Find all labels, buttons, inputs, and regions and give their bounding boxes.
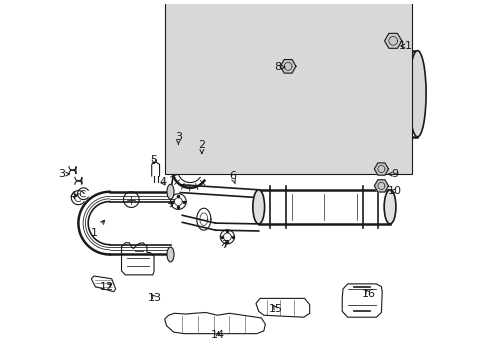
Text: 16: 16 <box>362 289 375 299</box>
FancyBboxPatch shape <box>165 0 412 174</box>
Ellipse shape <box>271 51 289 137</box>
Polygon shape <box>280 59 296 73</box>
Text: 5: 5 <box>150 156 158 165</box>
Text: 14: 14 <box>211 330 225 340</box>
Ellipse shape <box>253 190 265 224</box>
Ellipse shape <box>167 184 174 199</box>
Text: 4: 4 <box>159 177 166 187</box>
Text: 2: 2 <box>198 140 205 153</box>
Text: 8: 8 <box>274 62 285 72</box>
Text: 7: 7 <box>221 240 228 250</box>
Text: 13: 13 <box>148 293 162 303</box>
Ellipse shape <box>384 190 396 224</box>
Text: 6: 6 <box>229 171 236 184</box>
Polygon shape <box>385 33 402 48</box>
Ellipse shape <box>236 51 246 66</box>
Text: 12: 12 <box>100 282 114 292</box>
Polygon shape <box>374 163 389 175</box>
Text: 7: 7 <box>168 199 175 209</box>
Text: 3: 3 <box>58 169 70 179</box>
Ellipse shape <box>242 122 252 136</box>
Text: 4: 4 <box>70 191 77 201</box>
Polygon shape <box>374 180 389 192</box>
Text: 1: 1 <box>91 220 104 238</box>
Text: 3: 3 <box>175 132 182 145</box>
Ellipse shape <box>167 247 174 262</box>
Ellipse shape <box>409 51 426 137</box>
Text: 9: 9 <box>388 169 398 179</box>
Text: 10: 10 <box>388 186 402 196</box>
Text: 11: 11 <box>399 41 413 51</box>
Ellipse shape <box>238 75 248 89</box>
Ellipse shape <box>240 99 250 112</box>
Text: 15: 15 <box>269 303 283 314</box>
